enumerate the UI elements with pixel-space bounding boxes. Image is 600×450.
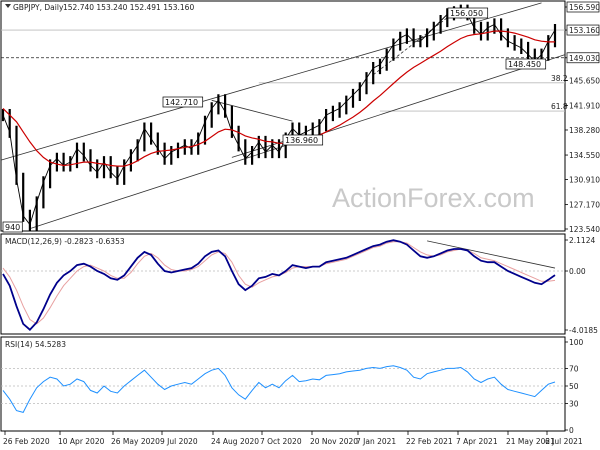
price-y-tick-label: 145.650: [569, 76, 600, 85]
price-panel-frame: [0, 0, 566, 232]
label-low-start: 940: [5, 223, 20, 232]
trend-dashed-line: [372, 17, 448, 76]
moving-average-line: [2, 30, 555, 167]
macd-panel-frame: [0, 233, 566, 335]
chart-header-symbol: GBPJPY, Daily: [13, 3, 64, 12]
axes-labels: 156.590 153.160 149.030 145.650 141.910 138.2…: [3, 1, 600, 446]
price-y-tick-label: 149.030: [569, 54, 600, 63]
macd-line: [2, 239, 556, 331]
x-tick-label: 26 May 2020: [111, 437, 160, 446]
x-tick-label: 7 Oct 2020: [260, 437, 302, 446]
x-tick-label: 6 Jul 2021: [545, 437, 583, 446]
label-swing-low-136: 136.960: [285, 136, 318, 145]
label-recent-low-148: 148.450: [508, 60, 541, 69]
fib-618-label: 61.8: [551, 102, 568, 111]
price-y-tick-label: 127.170: [569, 201, 600, 210]
watermark-text: ActionForex.com: [332, 183, 535, 213]
x-tick-label: 24 Aug 2020: [211, 437, 259, 446]
label-swing-high-142: 142.710: [165, 98, 198, 107]
fib-382-label: 38.2: [551, 74, 568, 83]
rsi-y-tick-label: 50: [569, 382, 579, 391]
rsi-y-tick-label: 0: [569, 426, 574, 435]
rsi-y-tick-label: 70: [569, 364, 579, 373]
x-tick-label: 21 May 2021: [506, 437, 555, 446]
price-y-tick-box: [566, 24, 600, 36]
price-y-tick-label: 153.160: [569, 26, 600, 35]
label-high-156-box: [447, 7, 489, 19]
price-y-tick-label: 134.550: [569, 151, 600, 160]
x-tick-label: 7 Apr 2021: [456, 437, 498, 446]
macd-trend-line: [427, 240, 556, 269]
x-tick-label: 26 Feb 2020: [3, 437, 50, 446]
rsi-y-tick-label: 30: [569, 400, 579, 409]
rsi-y-tick-label: 100: [569, 338, 584, 347]
macd-y-tick-label: 2.1124: [569, 236, 595, 245]
triangle-upper-line: [211, 99, 293, 122]
price-y-tick-label: 123.540: [569, 225, 600, 234]
rsi-line: [2, 365, 556, 413]
price-y-tick-box: [566, 52, 600, 64]
macd-y-tick-label: -4.0185: [569, 326, 598, 335]
label-low-start-box: [2, 221, 23, 233]
x-tick-label: 9 Jul 2020: [160, 437, 198, 446]
price-y-tick-label: 156.590: [569, 3, 600, 12]
price-y-tick-label: 138.280: [569, 126, 600, 135]
price-y-tick-label: 141.910: [569, 102, 600, 111]
label-high-156: 156.050: [450, 9, 483, 18]
label-swing-high-142-box: [162, 96, 204, 108]
dropdown-triangle-icon[interactable]: [5, 4, 11, 8]
chart-header-ohlc: 152.740 153.240 152.491 153.160: [63, 3, 194, 12]
rsi-plot: [1, 365, 565, 413]
macd-y-tick-label: 0.00: [569, 267, 586, 276]
price-y-tick-label: 130.910: [569, 175, 600, 184]
x-tick-label: 7 Jan 2021: [356, 437, 396, 446]
label-recent-low-148-box: [505, 58, 547, 70]
price-plot: 156.050 142.710 136.960 148.450 940 38.2 61.8: [0, 2, 568, 233]
x-tick-label: 22 Feb 2021: [406, 437, 453, 446]
rsi-panel-frame: [0, 336, 566, 432]
macd-plot: [1, 239, 565, 331]
channel-upper-line: [0, 2, 542, 161]
macd-header: MACD(12,26,9) -0.2823 -0.6353: [5, 237, 125, 246]
x-tick-label: 10 Apr 2020: [58, 437, 105, 446]
label-swing-low-136-box: [282, 134, 324, 146]
triangle-lower-line: [231, 138, 293, 158]
x-tick-label: 20 Nov 2020: [310, 437, 358, 446]
price-y-tick-box: [566, 1, 600, 13]
rsi-header: RSI(14) 54.5283: [5, 340, 66, 349]
